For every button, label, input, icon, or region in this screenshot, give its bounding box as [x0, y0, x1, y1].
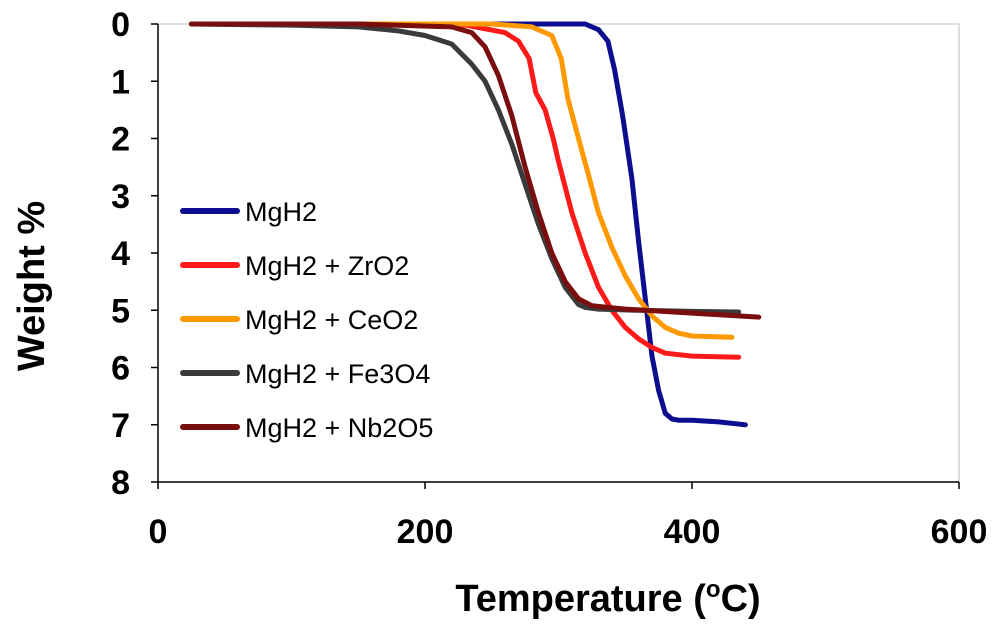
y-tick-label: 8 — [111, 464, 130, 502]
x-tick-label: 600 — [931, 513, 988, 551]
x-axis-title-unit: C) — [721, 578, 761, 620]
x-ticks: 0 200 400 600 — [149, 482, 988, 551]
y-tick-label: 6 — [111, 350, 130, 388]
y-tick-label: 2 — [111, 121, 130, 159]
series-line-mgh2-zro2 — [188, 21, 742, 360]
series-line-mgh2-ceo2 — [188, 21, 735, 340]
legend-label: MgH2 + Nb2O5 — [245, 413, 433, 443]
y-tick-label: 1 — [111, 63, 130, 101]
y-ticks: 0 1 2 3 4 5 6 7 8 — [111, 6, 158, 502]
x-axis-title-superscript: o — [706, 576, 721, 603]
legend-label: MgH2 + ZrO2 — [245, 251, 409, 281]
y-tick-label: 7 — [111, 407, 130, 445]
series-line-mgh2-fe3o4 — [188, 21, 742, 315]
series-line-mgh2-nb2o5 — [188, 21, 762, 320]
y-axis-title: Weight % — [11, 201, 53, 371]
x-tick-label: 400 — [664, 513, 721, 551]
x-axis-title: Temperature (oC) — [455, 576, 760, 620]
y-tick-label: 5 — [111, 292, 130, 330]
y-tick-label: 0 — [111, 6, 130, 44]
x-tick-label: 0 — [149, 513, 168, 551]
series-line-mgh2 — [188, 21, 748, 428]
x-tick-label: 200 — [397, 513, 454, 551]
legend-label: MgH2 + CeO2 — [245, 305, 418, 335]
y-tick-label: 4 — [111, 235, 130, 273]
legend: MgH2 MgH2 + ZrO2 MgH2 + CeO2 MgH2 + Fe3O4 Mg… — [180, 197, 433, 443]
legend-label: MgH2 — [245, 197, 317, 227]
legend-label: MgH2 + Fe3O4 — [245, 359, 430, 389]
y-tick-label: 3 — [111, 178, 130, 216]
series-layer — [188, 21, 762, 428]
